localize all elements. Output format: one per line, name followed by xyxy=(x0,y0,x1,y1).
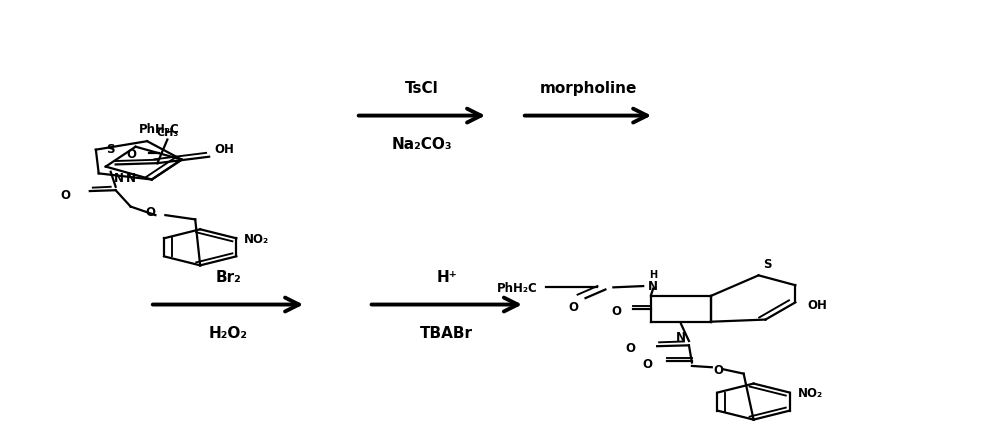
Text: PhH₂C: PhH₂C xyxy=(497,281,538,294)
Text: TsCl: TsCl xyxy=(405,81,439,96)
Text: morpholine: morpholine xyxy=(539,81,637,96)
Text: Br₂: Br₂ xyxy=(215,270,241,284)
Text: NO₂: NO₂ xyxy=(798,386,823,399)
Text: O: O xyxy=(714,363,724,376)
Text: N: N xyxy=(676,331,686,344)
Text: OH: OH xyxy=(807,298,827,311)
Text: H⁺: H⁺ xyxy=(436,270,457,284)
Text: O: O xyxy=(60,188,70,201)
Text: N: N xyxy=(114,171,124,184)
Text: TBABr: TBABr xyxy=(420,326,473,340)
Text: PhH₂C: PhH₂C xyxy=(139,122,180,135)
Text: CH₃: CH₃ xyxy=(156,128,178,138)
Text: O: O xyxy=(625,341,635,354)
Text: Na₂CO₃: Na₂CO₃ xyxy=(392,137,452,152)
Text: O: O xyxy=(145,206,155,219)
Text: O: O xyxy=(569,301,579,313)
Text: O: O xyxy=(611,304,621,317)
Text: N: N xyxy=(648,279,658,292)
Text: O: O xyxy=(127,147,137,160)
Text: OH: OH xyxy=(214,142,234,155)
Text: N: N xyxy=(126,171,136,184)
Text: O: O xyxy=(642,358,652,371)
Text: H₂O₂: H₂O₂ xyxy=(209,326,248,340)
Text: S: S xyxy=(764,258,772,270)
Text: S: S xyxy=(106,142,114,155)
Text: H: H xyxy=(649,269,657,279)
Text: NO₂: NO₂ xyxy=(244,232,269,245)
